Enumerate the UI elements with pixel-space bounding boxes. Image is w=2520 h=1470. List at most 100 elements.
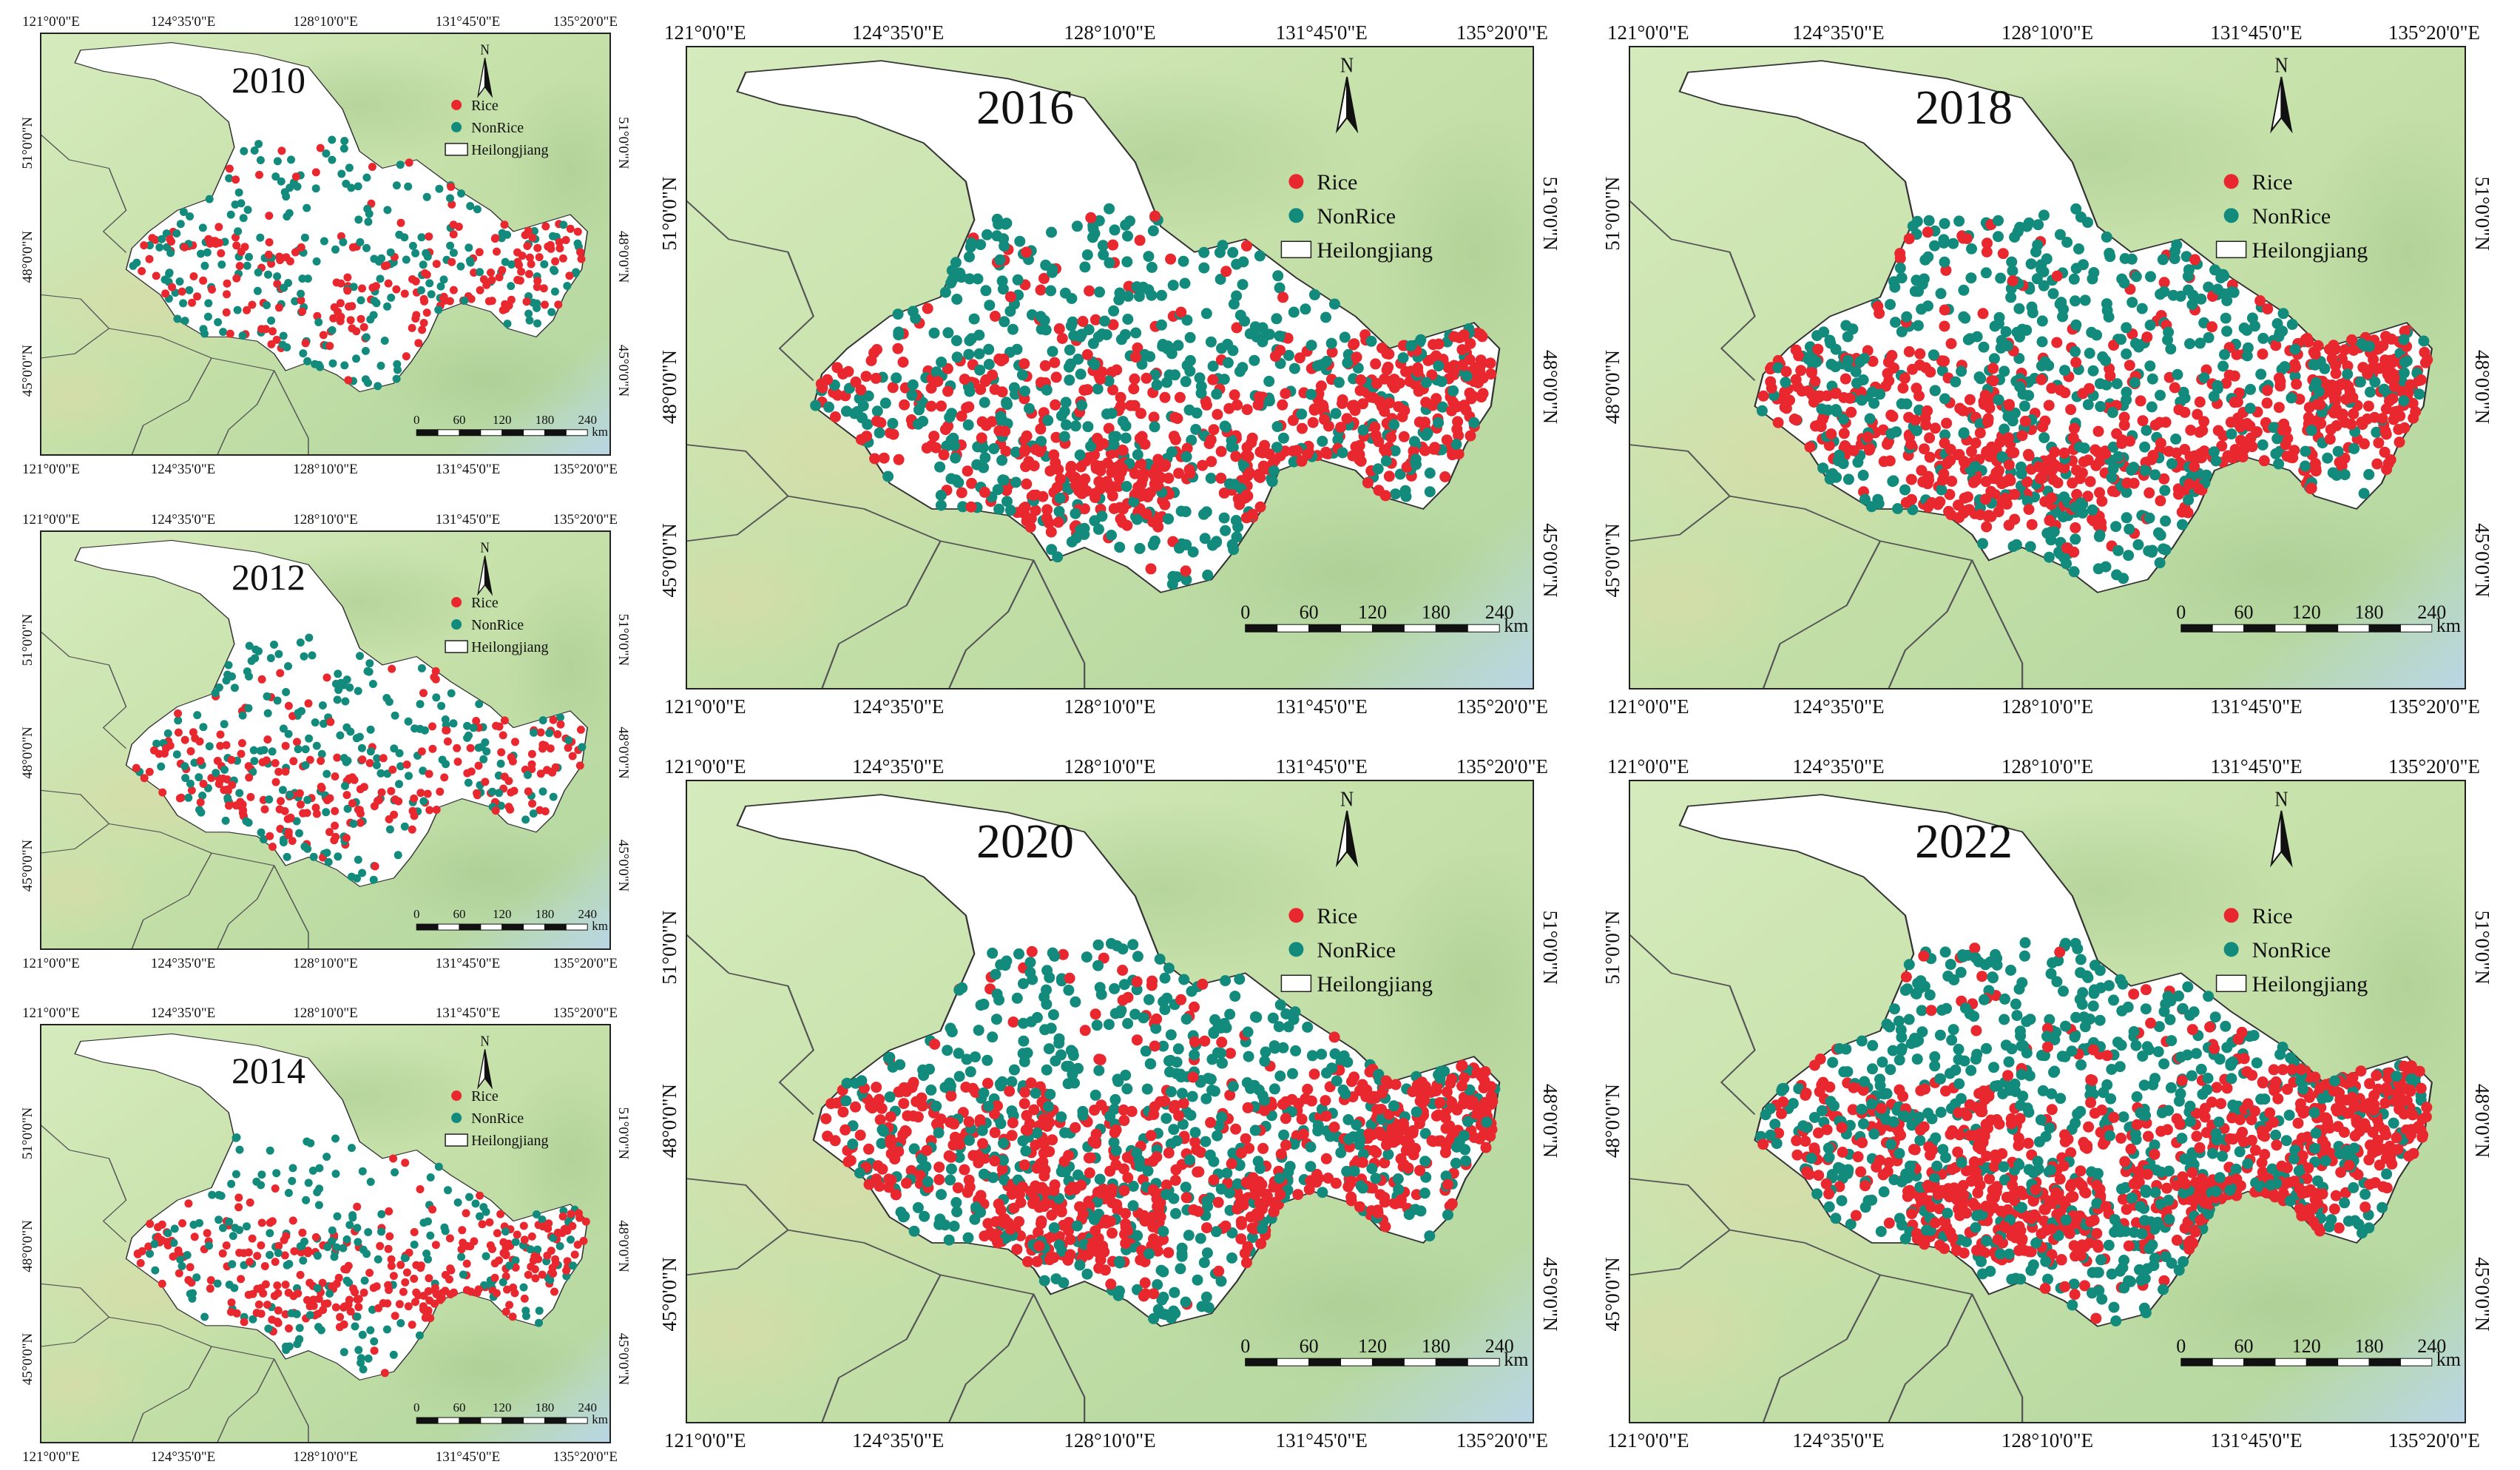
rice-point [500,772,509,781]
rice-point [297,1248,305,1257]
rice-point [383,1299,392,1308]
rice-point [2194,426,2206,438]
nonrice-point [533,319,541,328]
nonrice-point [984,300,996,311]
nonrice-point [337,169,346,178]
nonrice-point [1070,532,1082,544]
nonrice-point [1190,424,1202,435]
rice-point [546,744,555,753]
lat-tick-right: 51°0'0"N [615,1107,631,1160]
nonrice-point [198,792,207,800]
nonrice-point [2013,303,2025,314]
lat-tick-left: 51°0'0"N [658,177,680,251]
rice-point [430,1284,439,1292]
nonrice-point [993,503,1005,515]
rice-point [216,741,225,750]
rice-point [449,286,458,294]
nonrice-point [996,1076,1008,1088]
nonrice-point [175,277,184,286]
rice-point [1959,457,1970,468]
nonrice-point [1868,397,1880,409]
nonrice-point [348,1213,357,1222]
nonrice-point [1288,306,1300,318]
rice-point [2096,496,2108,507]
rice-point [1155,1211,1166,1223]
nonrice-point [204,299,213,308]
nonrice-point [2009,232,2021,243]
nonrice-point [1205,1073,1217,1085]
nonrice-point [373,754,382,763]
rice-point [1241,404,1253,416]
rice-point [410,1275,419,1283]
nonrice-point [847,1139,859,1150]
nonrice-point [274,1249,283,1258]
nonrice-point [2183,284,2194,296]
nonrice-point [1019,385,1030,397]
nonrice-point [1118,979,1130,991]
rice-point [356,785,365,794]
nonrice-point [1040,259,1052,271]
nonrice-point [249,746,258,755]
rice-point [1795,365,1807,377]
nonrice-point [1896,398,1908,410]
scale-bar-segment [2243,624,2276,633]
nonrice-point [368,680,377,688]
sample-points [133,1133,590,1378]
nonrice-point [538,787,547,796]
nonrice-point [1415,334,1427,345]
rice-point [488,1244,496,1253]
lon-tick-top: 128°10'0"E [1064,21,1155,44]
nonrice-point [2160,515,2172,527]
nonrice-point [192,1273,201,1282]
rice-point [447,200,456,209]
nonrice-point [238,331,247,340]
nonrice-point [274,650,283,658]
nonrice-point [2149,469,2161,481]
rice-point [1456,1059,1468,1071]
rice-point [1323,1173,1334,1184]
rice-point [162,744,170,753]
nonrice-point [347,183,356,192]
rice-point [2023,450,2035,462]
rice-point [2291,378,2303,390]
rice-point [236,798,245,806]
rice-point [342,791,351,800]
rice-point [1046,1210,1058,1221]
rice-point [515,260,523,269]
rice-point [175,1269,183,1278]
lon-tick-bottom: 124°35'0"E [151,956,215,971]
rice-point [1465,337,1476,349]
rice-point [481,778,490,786]
rice-point [2380,403,2392,415]
nonrice-point [1199,533,1211,544]
nonrice-point [482,1252,490,1261]
rice-point [1064,1234,1076,1245]
scale-bar-segment [437,923,460,931]
nonrice-point [1063,984,1075,996]
nonrice-point [273,696,282,705]
scale-bar-segment [523,1417,545,1424]
nonrice-point [2041,253,2053,265]
rice-point [305,755,314,764]
nonrice-point [1958,428,1970,439]
scale-bar-unit: km [2436,615,2461,636]
nonrice-point [1045,285,1057,297]
nonrice-point [488,787,497,796]
nonrice-point [2124,523,2135,535]
nonrice-point [366,747,375,756]
rice-point [222,741,231,749]
rice-point [1207,374,1219,385]
nonrice-point [2070,203,2082,215]
nonrice-point [232,1133,241,1142]
nonrice-point [951,294,963,305]
nonrice-point [1101,408,1112,420]
nonrice-point [935,499,947,511]
year-label: 2010 [232,59,305,101]
rice-point [385,1207,393,1216]
rice-point [232,175,240,184]
nonrice-point [197,808,206,817]
rice-point [203,1229,212,1238]
nonrice-point [365,659,374,668]
rice-point [325,794,334,803]
nonrice-point [271,172,280,181]
